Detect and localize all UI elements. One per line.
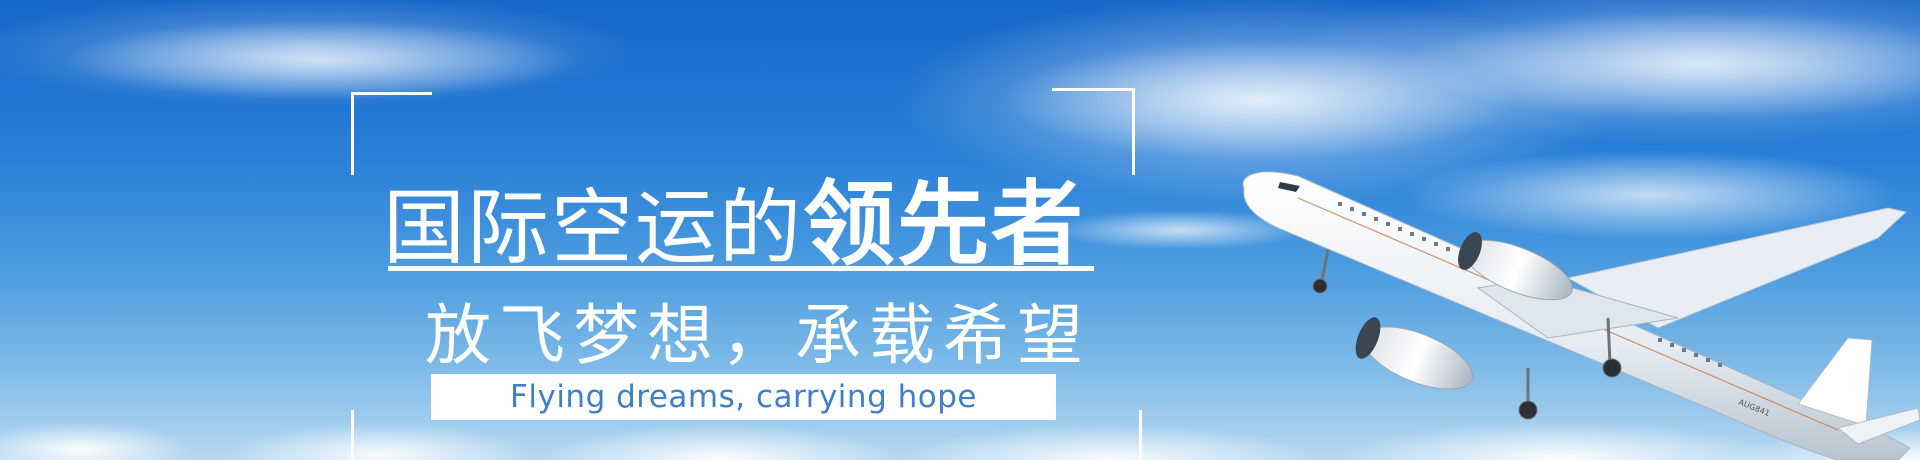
- subheadline: 放飞梦想，承载希望: [425, 297, 1091, 374]
- cloud-wisp: [60, 20, 580, 100]
- plane-engine-lower: [1355, 317, 1474, 390]
- headline-light: 国际空运的: [383, 181, 804, 276]
- cloud-wisp: [1400, 10, 1920, 120]
- frame-corner-top-right: [1052, 88, 1135, 175]
- plane-landing-gear: [1312, 249, 1622, 420]
- airplane-icon: AUG841: [1242, 171, 1920, 460]
- plane-tail: [1797, 337, 1873, 427]
- plane-engine-upper: [1458, 232, 1573, 301]
- headline-bold: 领先者: [803, 171, 1086, 278]
- plane-windows: [1338, 202, 1722, 367]
- frame-corner-bottom-right: [1129, 410, 1142, 460]
- frame-corner-bottom-left: [351, 410, 364, 460]
- tagline: Flying dreams, carrying hope: [510, 379, 977, 415]
- headline: 国际空运的领先者: [383, 150, 1085, 278]
- tagline-box: Flying dreams, carrying hope: [431, 374, 1056, 420]
- frame-corner-top-left: [351, 92, 432, 175]
- headline-underline: [388, 266, 1094, 271]
